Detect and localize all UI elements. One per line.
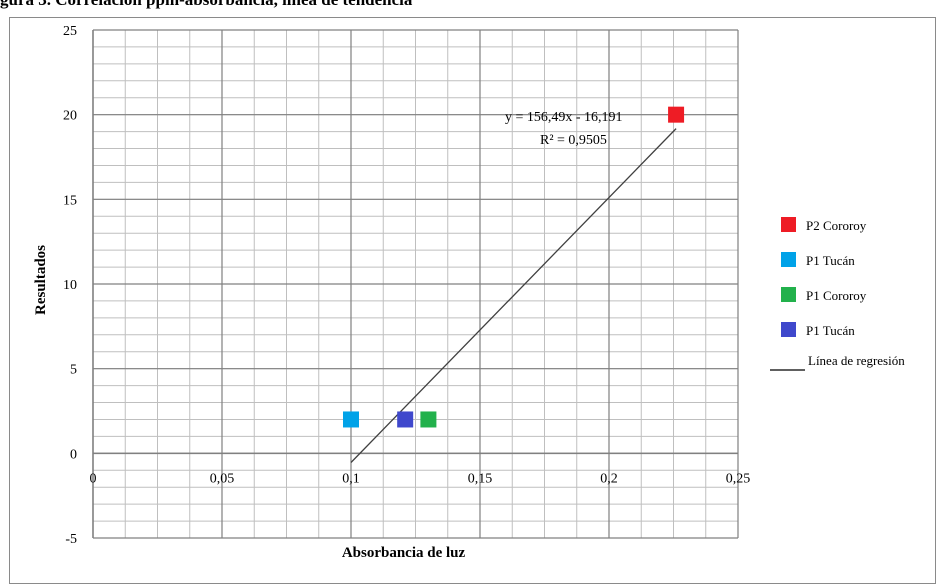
y-tick-label: 0 xyxy=(70,447,77,462)
y-tick-label: 20 xyxy=(63,109,77,124)
y-tick-label: 25 xyxy=(63,24,77,39)
legend-label: P2 Cororoy xyxy=(806,218,867,233)
x-tick-label: 0,25 xyxy=(726,471,751,486)
r-squared-label: R² = 0,9505 xyxy=(540,133,607,148)
legend-marker xyxy=(781,217,796,232)
y-tick-label: 15 xyxy=(63,193,77,208)
data-point-marker xyxy=(420,411,437,428)
legend-label: P1 Tucán xyxy=(806,253,855,268)
y-axis-title: Resultados xyxy=(33,245,49,315)
regression-line xyxy=(350,128,677,463)
x-tick-label: 0,15 xyxy=(468,471,493,486)
legend-label: Línea de regresión xyxy=(808,353,905,368)
legend-label: P1 Tucán xyxy=(806,323,855,338)
data-point-marker xyxy=(397,411,414,428)
x-tick-label: 0 xyxy=(90,471,97,486)
y-tick-label: 5 xyxy=(70,363,77,378)
legend-marker xyxy=(781,252,796,267)
x-tick-label: 0,2 xyxy=(600,471,618,486)
x-axis-title: Absorbancia de luz xyxy=(342,545,466,561)
legend-marker xyxy=(781,322,796,337)
regression-equation: y = 156,49x - 16,191 xyxy=(505,110,623,125)
legend-label: P1 Cororoy xyxy=(806,288,867,303)
figure-caption: gura 3. Correlación ppm-absorbancia, lín… xyxy=(0,0,412,8)
data-point-marker xyxy=(343,411,359,428)
data-point-marker xyxy=(668,106,685,123)
x-tick-label: 0,1 xyxy=(342,471,360,486)
y-tick-label: 10 xyxy=(63,278,77,293)
chart-frame xyxy=(9,17,936,584)
x-tick-label: 0,05 xyxy=(210,471,235,486)
y-tick-label: -5 xyxy=(65,532,77,547)
legend-marker xyxy=(781,287,796,302)
